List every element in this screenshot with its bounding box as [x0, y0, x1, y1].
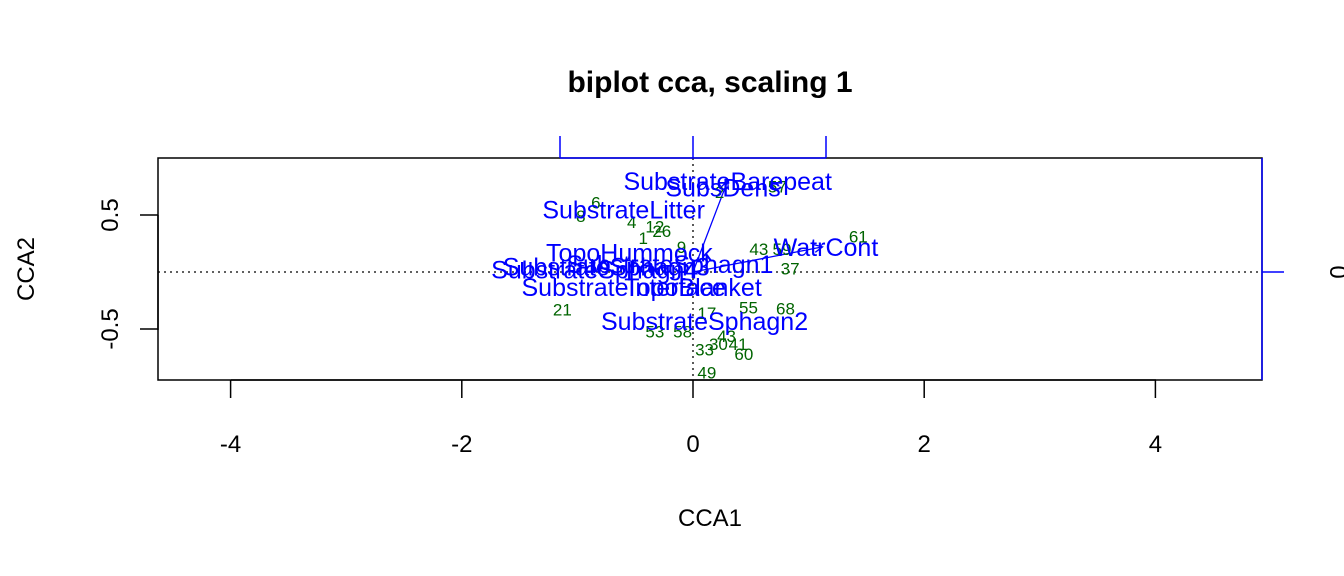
- site-label: 1: [639, 229, 648, 248]
- y-tick-label: 0.5: [97, 198, 124, 231]
- variable-label: SubstrateLitter: [542, 196, 705, 224]
- site-label: 17: [697, 304, 716, 323]
- variable-label: SubstrateSphagn1: [566, 251, 773, 279]
- variable-label: SubstrateBarepeat: [623, 168, 832, 196]
- variable-label: TopoHummock: [546, 240, 713, 268]
- site-label: 30: [709, 335, 728, 354]
- variable-label: SubstrateInterface: [521, 274, 725, 302]
- secondary-axes: 0: [559, 136, 1344, 380]
- site-label: 59: [773, 240, 792, 259]
- variable-label: TopoBlanket: [624, 274, 762, 302]
- variable-arrows: [692, 179, 824, 273]
- site-label: 37: [781, 260, 800, 279]
- site-label: 49: [697, 363, 716, 382]
- site-label: 61: [849, 228, 868, 247]
- site-label: 21: [553, 301, 572, 320]
- site-label: 43: [749, 240, 768, 259]
- site-label: 6: [591, 193, 600, 212]
- site-label: 4: [627, 213, 636, 232]
- site-label: 2: [715, 183, 724, 202]
- site-label: 53: [645, 322, 664, 341]
- site-label: 60: [734, 345, 753, 364]
- variable-arrowhead: [813, 243, 824, 253]
- y-axis-label: CCA2: [13, 237, 40, 301]
- variable-label: SubstrateSphagn4: [491, 257, 698, 285]
- site-label: 12: [645, 217, 664, 236]
- site-label: 33: [695, 341, 714, 360]
- site-label: 43: [717, 327, 736, 346]
- site-label: 57: [768, 178, 787, 197]
- site-label: 9: [677, 238, 686, 257]
- site-label: 55: [739, 298, 758, 317]
- x-tick-label: 0: [686, 431, 699, 458]
- variable-labels: SubstrateBarepeatSubsDensSubstrateLitter…: [491, 168, 878, 336]
- site-label: 68: [776, 299, 795, 318]
- site-label: 41: [729, 335, 748, 354]
- variable-label: SubsDens: [665, 175, 780, 203]
- x-axis: -4 -2 0 2 4: [220, 379, 1162, 458]
- x-tick-label: -4: [220, 431, 241, 458]
- y-tick-label: -0.5: [97, 308, 124, 349]
- variable-label: WatrCont: [774, 234, 879, 262]
- chart-title: biplot cca, scaling 1: [567, 66, 852, 99]
- variable-arrowhead: [720, 179, 730, 190]
- variable-label: SubstrateSphagn3: [503, 253, 710, 281]
- site-label: 26: [652, 222, 671, 241]
- x-axis-label: CCA1: [678, 505, 742, 532]
- variable-arrow: [692, 246, 823, 273]
- secondary-right-tick-label: 0: [1324, 265, 1344, 278]
- variable-arrow: [692, 180, 729, 273]
- variable-label: SubstrateSphagn2: [601, 308, 808, 336]
- x-tick-label: 4: [1149, 431, 1162, 458]
- y-axis: -0.5 0.5: [97, 198, 159, 350]
- x-tick-label: -2: [451, 431, 472, 458]
- x-tick-label: 2: [918, 431, 931, 458]
- site-label: 58: [673, 322, 692, 341]
- site-label: 8: [576, 207, 585, 226]
